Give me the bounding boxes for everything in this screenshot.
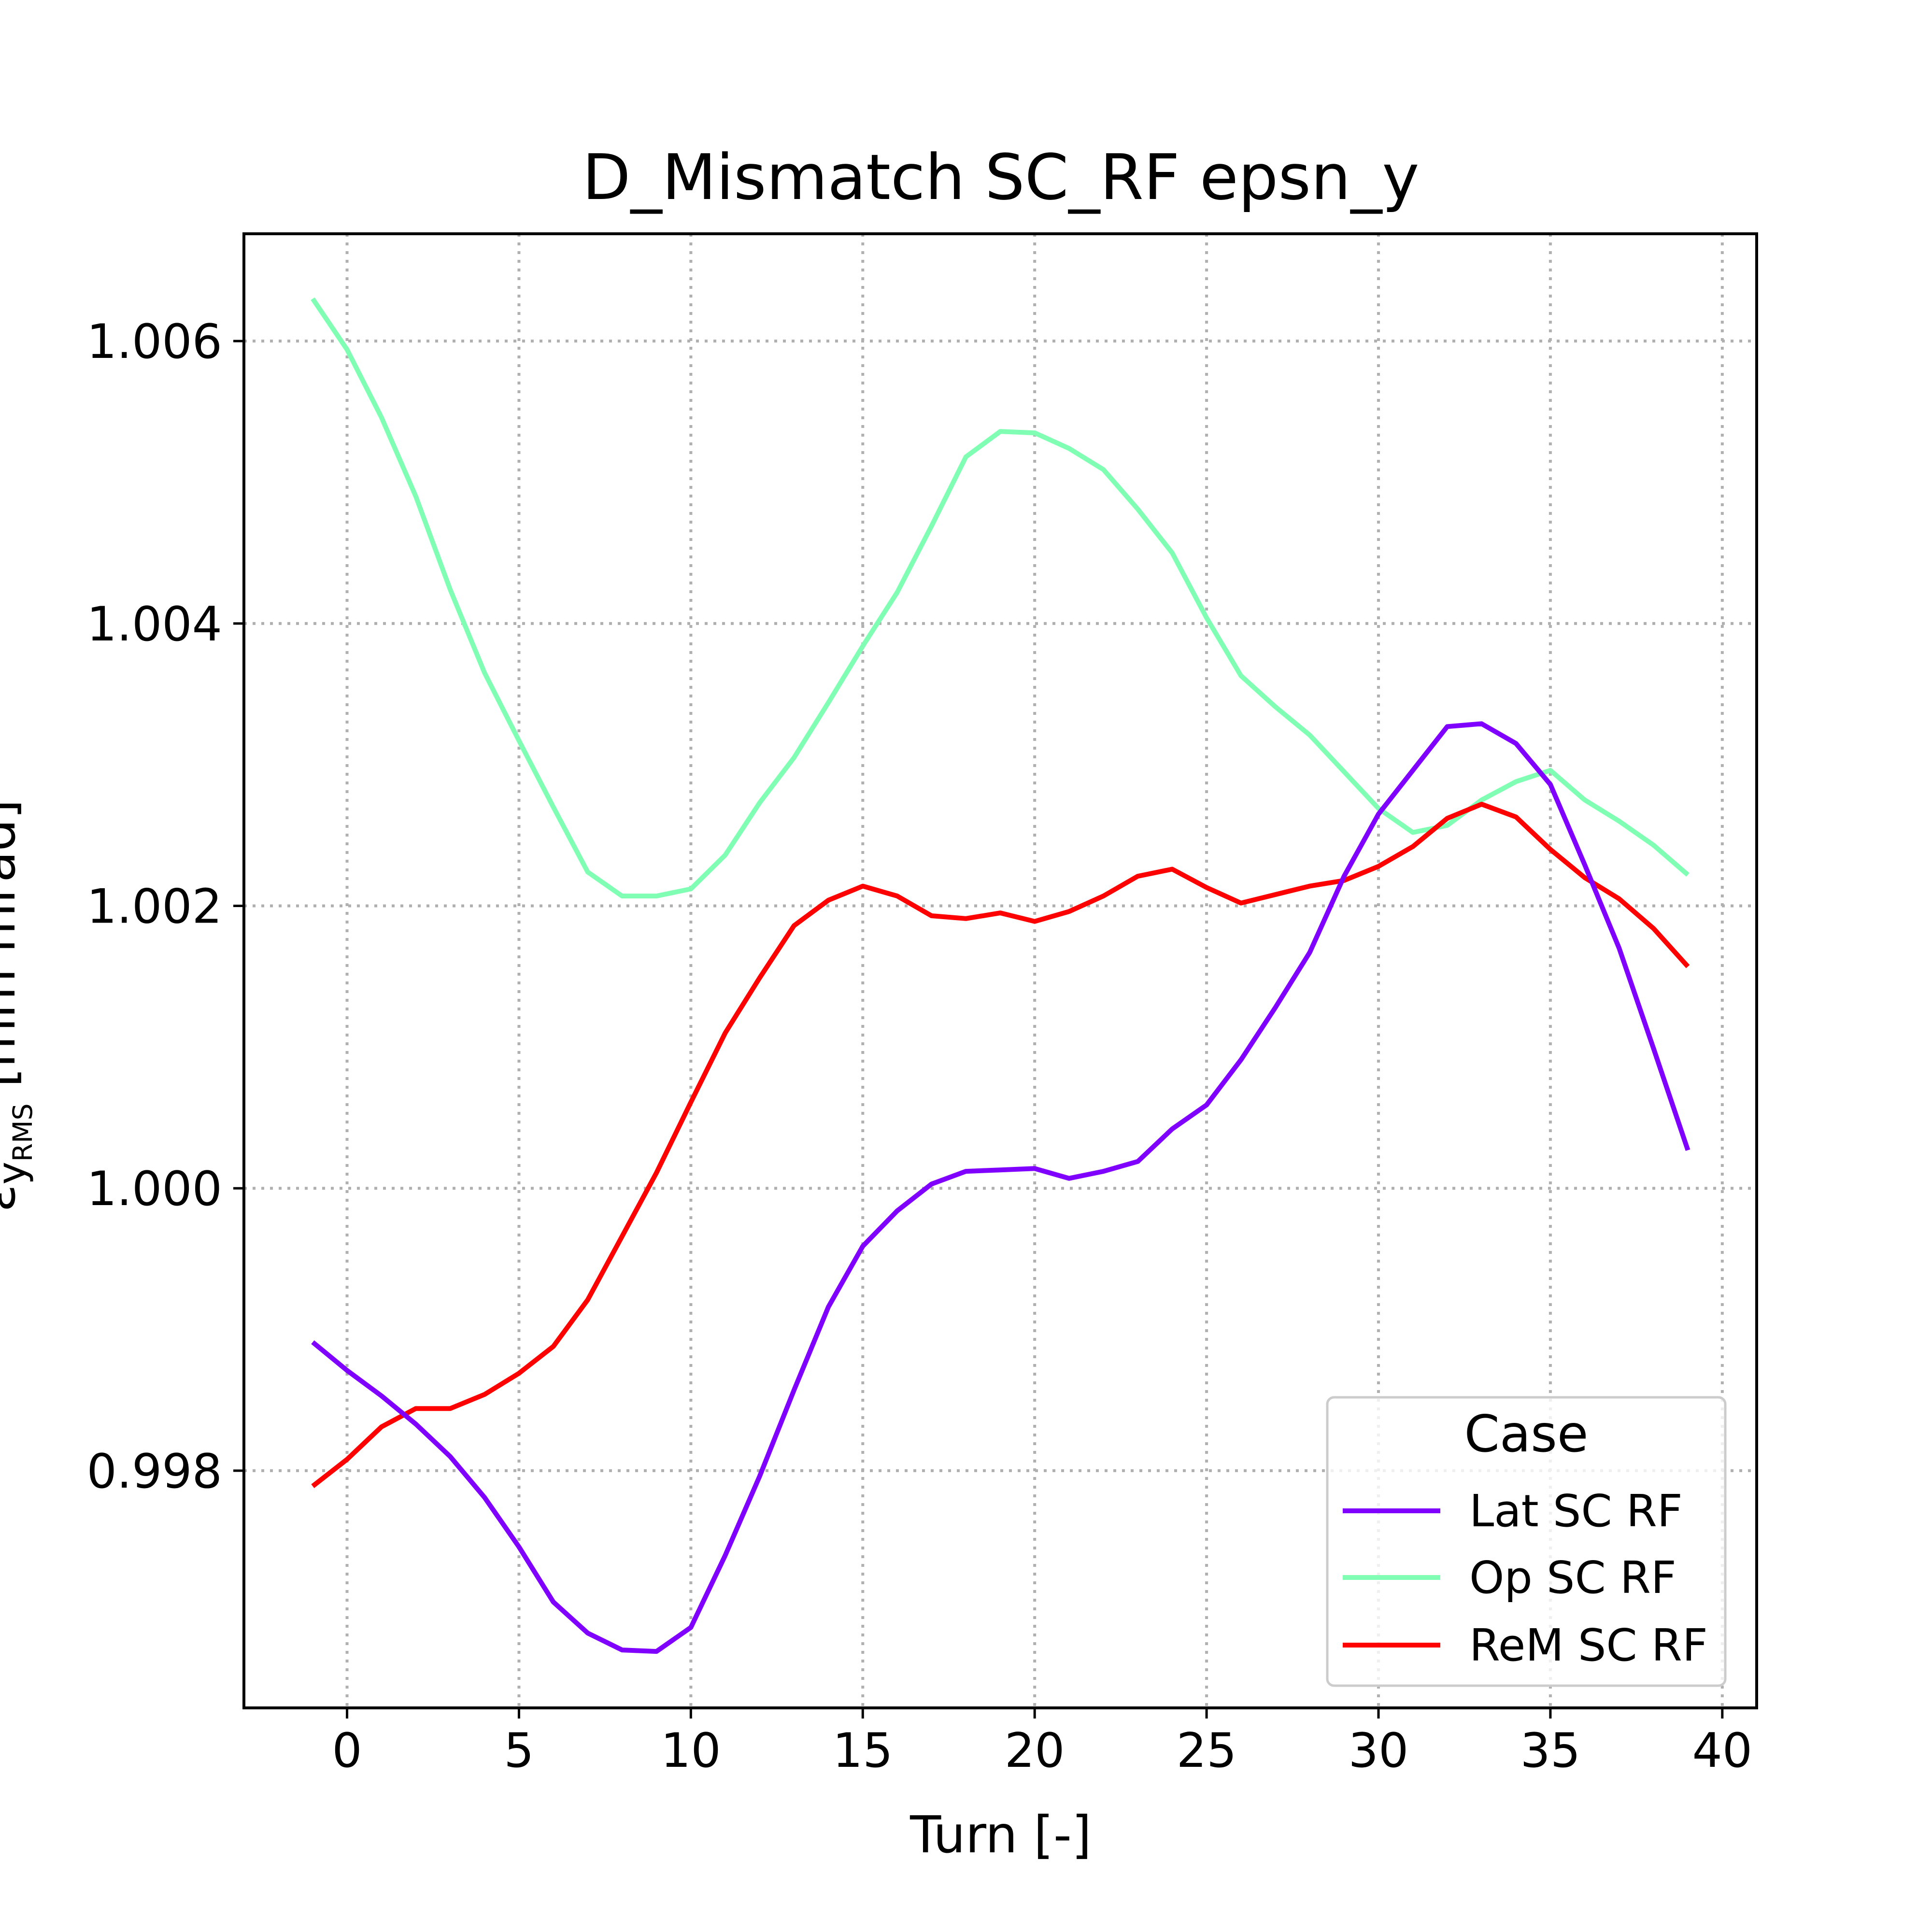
x-tick-label: 5 [504,1723,534,1778]
y-tick-label: 1.004 [86,597,222,652]
legend-entry-op: Op SC RF [1343,1552,1676,1604]
series-line-rem-sc-rf [311,802,1690,1488]
y-tick-label: 1.006 [86,314,222,369]
plot-area-frame [242,232,1758,1709]
legend-label: Op SC RF [1469,1552,1676,1604]
series-line-lat-sc-rf [311,721,1690,1654]
y-axis-label: εyRMS [mm mrad] [0,799,38,1212]
x-tick-label: 25 [1177,1723,1237,1778]
chart-title: D_Mismatch SC_RF epsn_y [582,141,1420,214]
y-tick-label: 1.000 [86,1162,222,1217]
series-lines [311,297,1690,1654]
legend-entry-rem: ReM SC RF [1343,1619,1708,1671]
legend-title: Case [1464,1405,1589,1463]
x-tick-label: 30 [1349,1723,1409,1778]
x-axis-label: Turn [-] [909,1805,1092,1864]
legend: Case Lat SC RF Op SC RF ReM SC RF [1326,1396,1727,1687]
y-tick-label: 1.002 [86,880,222,935]
legend-label: Lat SC RF [1469,1485,1683,1537]
legend-entry-lat: Lat SC RF [1343,1485,1683,1537]
x-tick-label: 40 [1692,1723,1752,1778]
x-tick-label: 10 [661,1723,721,1778]
legend-box [1326,1396,1727,1687]
legend-label: ReM SC RF [1469,1619,1708,1671]
x-tick-label: 15 [833,1723,893,1778]
y-tick-label: 0.998 [86,1444,222,1499]
series-line-op-sc-rf [311,297,1690,899]
x-tick-label: 20 [1005,1723,1065,1778]
x-tick-label: 0 [332,1723,362,1778]
x-tick-label: 35 [1520,1723,1581,1778]
axis-ticks: 0 5 10 15 20 25 30 35 40 0.998 1.000 1.002 1.004 1.00… [86,314,1752,1778]
